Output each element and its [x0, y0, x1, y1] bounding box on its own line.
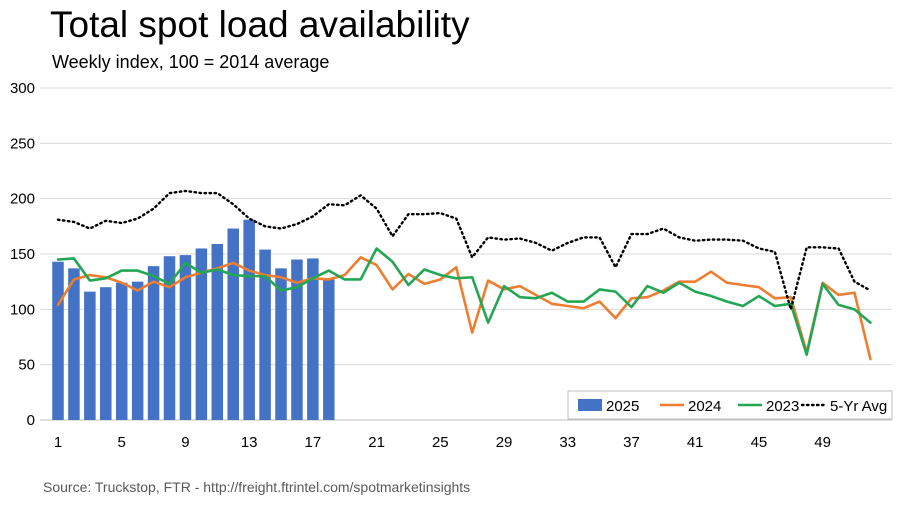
y-tick-label: 150: [10, 246, 35, 263]
y-tick-label: 100: [10, 301, 35, 318]
bar-2025: [179, 255, 192, 420]
bar-2025: [195, 248, 208, 420]
bar-2025: [115, 282, 128, 420]
bar-2025: [68, 268, 80, 420]
bar-2025: [259, 249, 271, 420]
x-tick-label: 41: [687, 434, 704, 451]
legend-swatch-2025: [578, 399, 602, 411]
bar-2025: [100, 287, 112, 420]
x-tick-label: 45: [751, 434, 768, 451]
bar-2025: [211, 244, 224, 420]
legend: 2025 2024 2023 5-Yr Avg: [567, 390, 893, 420]
legend-label-2025: 2025: [606, 398, 639, 415]
bar-2025: [291, 259, 303, 420]
grid-lines: [40, 87, 892, 421]
bar-2025: [147, 266, 160, 420]
bar-2025: [307, 258, 319, 420]
series-lines: [56, 189, 872, 361]
x-tick-label: 33: [559, 434, 576, 451]
bar-2025: [243, 219, 255, 420]
legend-label-2024: 2024: [688, 398, 721, 415]
x-tick-label: 9: [181, 434, 189, 451]
bar-2025: [275, 268, 287, 420]
x-tick-label: 49: [814, 434, 831, 451]
x-axis: 1 5 9 13 17 21 25 29 33 37 41 45 49: [54, 434, 831, 451]
bar-2025: [227, 228, 239, 420]
chart-subtitle: Weekly index, 100 = 2014 average: [52, 52, 330, 72]
x-tick-label: 21: [368, 434, 385, 451]
x-tick-label: 29: [496, 434, 513, 451]
line-2023: [56, 247, 872, 357]
series-2025-bars: [52, 219, 335, 420]
y-axis: 0 50 100 150 200 250 300: [10, 80, 35, 429]
legend-box: [567, 390, 893, 420]
x-tick-label: 5: [118, 434, 126, 451]
bar-2025: [163, 256, 176, 420]
line-5-yr-avg: [56, 189, 872, 311]
chart-title: Total spot load availability: [50, 4, 470, 45]
y-tick-label: 250: [10, 135, 35, 152]
bar-2025: [84, 291, 96, 420]
x-tick-label: 37: [623, 434, 640, 451]
bar-2025: [52, 261, 64, 420]
legend-label-2023: 2023: [766, 398, 799, 415]
x-tick-label: 25: [432, 434, 449, 451]
x-tick-label: 17: [305, 434, 322, 451]
y-tick-label: 50: [18, 357, 35, 374]
source-note: Source: Truckstop, FTR - http://freight.…: [43, 479, 471, 495]
y-tick-label: 0: [27, 412, 35, 429]
y-tick-label: 300: [10, 80, 35, 97]
legend-label-5-yr-avg: 5-Yr Avg: [830, 398, 887, 415]
x-tick-label: 13: [241, 434, 258, 451]
y-tick-label: 200: [10, 191, 35, 208]
bar-2025: [131, 281, 144, 420]
bar-2025: [323, 279, 335, 420]
x-tick-label: 1: [54, 434, 62, 451]
line-2024: [56, 256, 872, 361]
